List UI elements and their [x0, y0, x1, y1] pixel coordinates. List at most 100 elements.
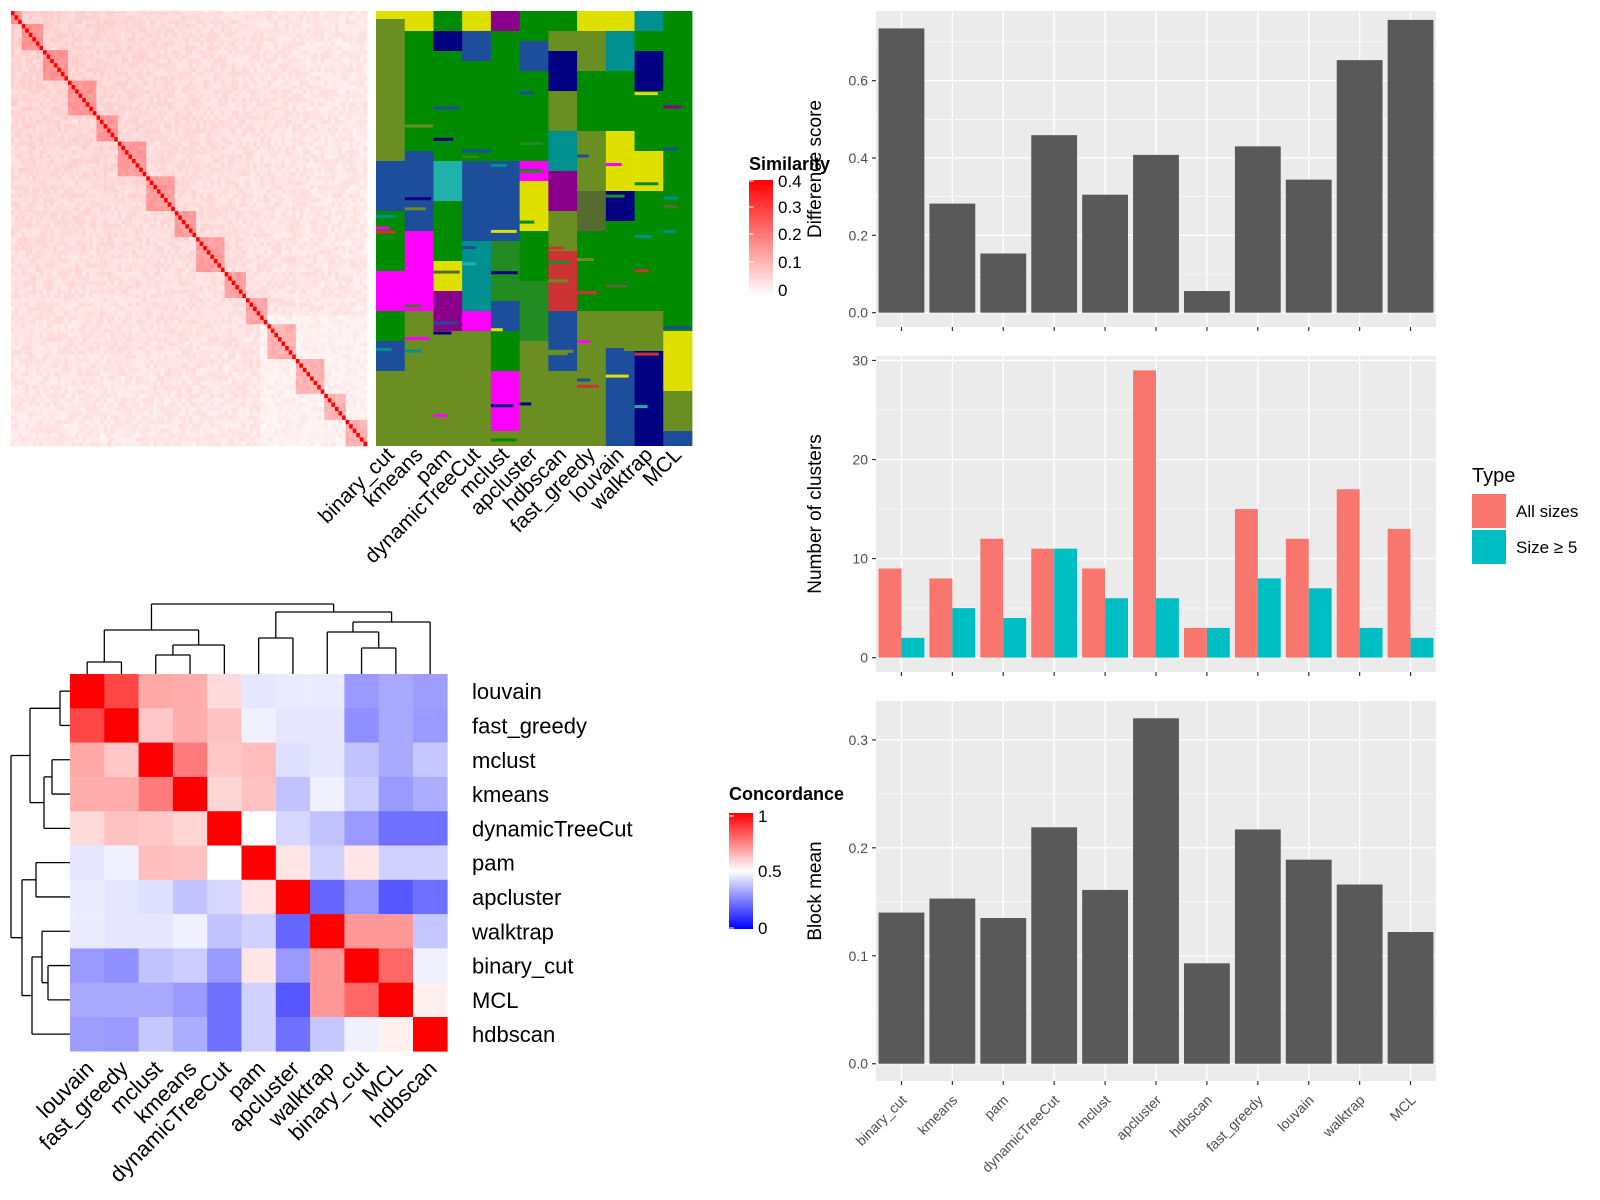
similarity-cell	[342, 158, 346, 164]
similarity-cell	[117, 84, 122, 90]
similarity-cell	[164, 45, 168, 51]
similarity-cell	[263, 89, 268, 94]
similarity-cell	[299, 98, 304, 103]
similarity-cell	[342, 215, 346, 221]
similarity-cell	[299, 180, 304, 186]
similarity-cell	[60, 67, 65, 73]
similarity-cell	[352, 15, 357, 20]
similarity-cell	[320, 219, 325, 225]
similarity-cell	[221, 185, 225, 190]
similarity-cell	[39, 89, 44, 94]
similarity-cell	[356, 141, 361, 147]
similarity-cell	[327, 84, 332, 90]
similarity-cell	[11, 54, 15, 60]
similarity-cell	[196, 106, 200, 112]
similarity-cell	[67, 11, 72, 16]
similarity-cell	[21, 111, 26, 116]
similarity-cell	[317, 93, 322, 99]
similarity-cell	[181, 176, 186, 181]
similarity-cell	[67, 167, 72, 173]
similarity-cell	[334, 28, 339, 34]
similarity-cell	[281, 206, 286, 212]
similarity-cell	[92, 50, 97, 55]
similarity-cell	[103, 215, 108, 221]
similarity-cell	[189, 211, 193, 216]
similarity-cell	[114, 24, 119, 29]
similarity-cell	[185, 15, 190, 20]
similarity-cell	[107, 202, 111, 208]
similarity-cell	[132, 167, 136, 173]
similarity-cell	[181, 119, 186, 125]
similarity-cell	[203, 54, 208, 60]
similarity-cell	[121, 128, 126, 134]
similarity-cell	[46, 180, 51, 186]
similarity-cell	[64, 80, 69, 86]
similarity-cell	[92, 180, 97, 186]
similarity-cell	[21, 132, 26, 138]
similarity-cell	[92, 198, 97, 203]
similarity-cell	[338, 211, 343, 216]
similarity-cell	[78, 145, 83, 151]
similarity-cell	[85, 141, 90, 147]
similarity-cell	[263, 163, 268, 168]
similarity-cell	[245, 124, 250, 129]
similarity-cell	[231, 67, 236, 73]
similarity-cell	[285, 128, 289, 134]
similarity-cell	[224, 128, 229, 134]
similarity-cell	[278, 219, 282, 225]
similarity-cell	[228, 71, 233, 77]
similarity-cell	[278, 111, 282, 116]
similarity-cell	[164, 84, 168, 90]
similarity-cell	[334, 176, 339, 181]
similarity-cell	[135, 219, 140, 225]
similarity-cell	[363, 211, 368, 216]
similarity-cell	[363, 80, 368, 86]
similarity-cell	[338, 176, 343, 181]
similarity-cell	[174, 145, 179, 151]
similarity-cell	[82, 54, 87, 60]
similarity-cell	[107, 11, 111, 16]
similarity-cell	[18, 80, 22, 86]
similarity-cell	[292, 215, 297, 221]
similarity-cell	[278, 224, 282, 229]
similarity-cell	[117, 80, 122, 86]
similarity-cell	[320, 115, 325, 121]
similarity-cell	[245, 219, 250, 225]
similarity-cell	[164, 111, 168, 116]
similarity-cell	[206, 211, 211, 216]
similarity-cell	[203, 111, 208, 116]
similarity-cell	[28, 206, 33, 212]
similarity-cell	[317, 193, 322, 199]
similarity-cell	[217, 32, 222, 38]
similarity-cell	[146, 206, 151, 212]
similarity-cell	[156, 163, 161, 168]
similarity-cell	[210, 215, 215, 221]
similarity-cell	[267, 215, 272, 221]
similarity-cell	[192, 189, 197, 194]
similarity-cell	[181, 180, 186, 186]
similarity-cell	[228, 32, 233, 38]
similarity-cell	[92, 154, 97, 160]
similarity-cell	[189, 67, 193, 73]
similarity-cell	[249, 111, 254, 116]
similarity-cell	[117, 106, 122, 112]
similarity-cell	[25, 28, 30, 34]
similarity-cell	[107, 167, 111, 173]
similarity-cell	[295, 80, 300, 86]
similarity-cell	[267, 54, 272, 60]
similarity-cell	[249, 24, 254, 29]
similarity-cell	[349, 15, 354, 20]
similarity-cell	[256, 71, 261, 77]
similarity-cell	[356, 167, 361, 173]
similarity-cell	[178, 19, 183, 25]
similarity-cell	[35, 119, 40, 125]
similarity-cell	[153, 15, 158, 20]
similarity-cell	[278, 198, 282, 203]
similarity-cell	[338, 98, 343, 103]
similarity-cell	[174, 132, 179, 138]
similarity-cell	[107, 224, 111, 229]
similarity-cell	[171, 28, 176, 34]
similarity-cell	[11, 19, 15, 25]
similarity-cell	[146, 141, 151, 147]
similarity-cell	[100, 93, 104, 99]
